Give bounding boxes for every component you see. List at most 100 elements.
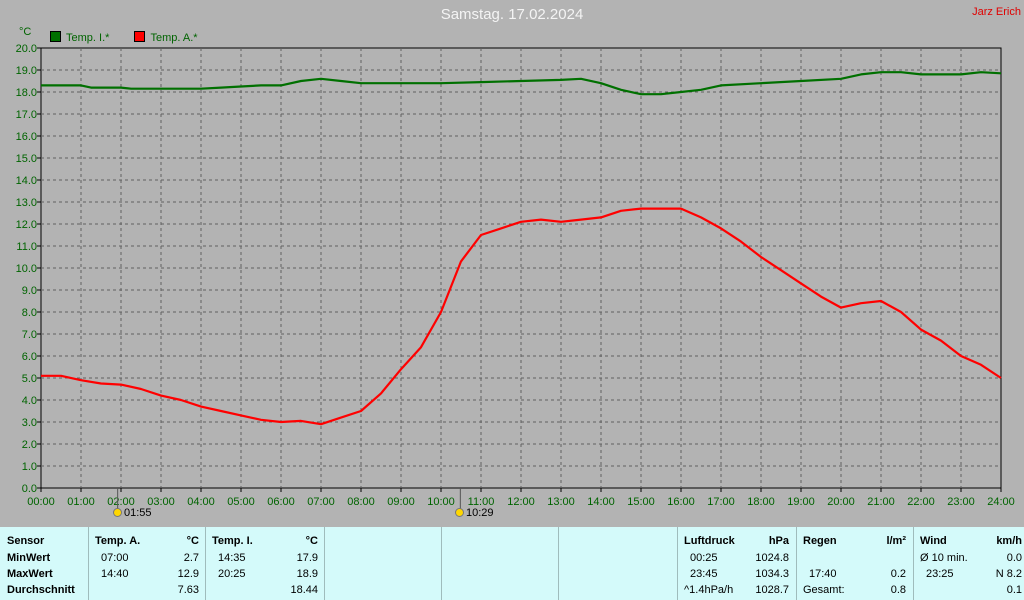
legend-item-outside: Temp. A.* — [134, 31, 198, 44]
sunrise-time: 01:55 — [124, 507, 152, 519]
wind-avg-label: Ø 10 min. — [920, 552, 968, 564]
pressure-column: Luftdruck hPa 00:25 1024.8 23:45 1034.3 … — [678, 527, 797, 600]
temp-i-header: Temp. I. — [212, 535, 253, 547]
temp-i-average: 18.44 — [290, 584, 318, 596]
pressure-trend: ^1.4hPa/h — [684, 584, 734, 596]
temp-a-min-value: 2.7 — [183, 552, 199, 564]
y-tick-label: 19.0 — [16, 65, 37, 77]
sunset-icon — [455, 508, 464, 517]
legend-label-outside: Temp. A.* — [150, 32, 198, 44]
pressure-min-time: 00:25 — [690, 552, 718, 564]
x-tick-label: 01:00 — [67, 496, 95, 508]
empty-column-1 — [325, 527, 442, 600]
x-axis-ticks: 00:00 01:00 02:00 03:00 04:00 05:00 06:00 07:00… — [27, 488, 1015, 508]
wind-column: Wind km/h Ø 10 min. 0.0 23:25 N 8.2 0.1 — [914, 527, 1024, 600]
chart-title: Samstag. 17.02.2024 — [440, 6, 584, 23]
temp-a-min-time: 07:00 — [101, 552, 129, 564]
author-label: Jarz Erich — [972, 6, 1021, 18]
y-unit-label: °C — [19, 26, 32, 38]
rain-column: Regen l/m² 17:40 0.2 Gesamt: 0.8 — [797, 527, 914, 600]
series-line-temp-outside — [41, 207, 1002, 426]
wind-avg-value: 0.0 — [1006, 552, 1022, 564]
sun-marker-lines — [117, 488, 461, 510]
rain-value: 0.2 — [890, 568, 906, 580]
temperature-chart: 0.0 1.0 2.0 3.0 4.0 5.0 6.0 7.0 8.0 9.0 10.0 11.0 12… — [16, 43, 1015, 510]
wind-unit: km/h — [996, 535, 1022, 547]
x-tick-label: 03:00 — [147, 496, 175, 508]
x-tick-label: 09:00 — [387, 496, 415, 508]
temp-i-max-value: 18.9 — [296, 568, 318, 580]
x-tick-label: 24:00 — [987, 496, 1015, 508]
temp-i-min-time: 14:35 — [218, 552, 246, 564]
x-tick-label: 06:00 — [267, 496, 295, 508]
x-tick-label: 05:00 — [227, 496, 255, 508]
y-tick-label: 6.0 — [22, 351, 37, 363]
empty-column-3 — [559, 527, 678, 600]
x-tick-label: 04:00 — [187, 496, 215, 508]
temp-i-column: Temp. I. °C 14:35 17.9 20:25 18.9 18.44 — [206, 527, 325, 600]
wind-header: Wind — [920, 535, 947, 547]
legend: Temp. I.* Temp. A.* — [50, 31, 220, 44]
y-tick-label: 7.0 — [22, 329, 37, 341]
sunset-time: 10:29 — [466, 507, 494, 519]
wind-last-value: 0.1 — [1006, 584, 1022, 596]
row-label-max: MaxWert — [7, 568, 53, 580]
series-line-temp-inside — [41, 71, 1002, 96]
y-tick-label: 9.0 — [22, 285, 37, 297]
pressure-header: Luftdruck — [684, 535, 735, 547]
x-tick-label: 15:00 — [627, 496, 655, 508]
pressure-max-value: 1034.3 — [755, 568, 789, 580]
x-tick-label: 11:00 — [468, 496, 495, 508]
x-tick-label: 10:00 — [427, 496, 455, 508]
temp-a-unit: °C — [186, 535, 199, 547]
x-tick-label: 23:00 — [947, 496, 975, 508]
x-tick-label: 08:00 — [347, 496, 375, 508]
y-tick-label: 8.0 — [22, 307, 37, 319]
y-tick-label: 0.0 — [22, 483, 37, 495]
statistics-table: Sensor MinWert MaxWert Durchschnitt Temp… — [0, 527, 1024, 600]
y-tick-label: 1.0 — [22, 461, 37, 473]
rain-header: Regen — [803, 535, 837, 547]
legend-label-inside: Temp. I.* — [66, 32, 110, 44]
rain-time: 17:40 — [809, 568, 837, 580]
temp-i-unit: °C — [305, 535, 318, 547]
x-tick-label: 13:00 — [547, 496, 575, 508]
x-tick-label: 14:00 — [587, 496, 615, 508]
y-tick-label: 11.0 — [16, 241, 37, 253]
pressure-min-value: 1024.8 — [755, 552, 789, 564]
y-tick-label: 18.0 — [16, 87, 37, 99]
pressure-current: 1028.7 — [755, 584, 789, 596]
x-tick-label: 02:00 — [107, 496, 135, 508]
temp-i-min-value: 17.9 — [296, 552, 318, 564]
x-tick-label: 00:00 — [27, 496, 55, 508]
y-tick-label: 20.0 — [16, 43, 37, 55]
rain-unit: l/m² — [886, 535, 906, 547]
x-tick-label: 16:00 — [667, 496, 695, 508]
y-tick-label: 10.0 — [16, 263, 37, 275]
empty-column-2 — [442, 527, 559, 600]
x-tick-label: 20:00 — [827, 496, 855, 508]
sunrise-icon — [113, 508, 122, 517]
x-tick-label: 22:00 — [907, 496, 935, 508]
temp-i-max-time: 20:25 — [218, 568, 246, 580]
x-tick-label: 21:00 — [867, 496, 895, 508]
x-tick-label: 19:00 — [787, 496, 815, 508]
y-tick-label: 13.0 — [16, 197, 37, 209]
temp-a-max-time: 14:40 — [101, 568, 129, 580]
y-tick-label: 14.0 — [16, 175, 37, 187]
legend-swatch-outside — [134, 31, 146, 42]
pressure-unit: hPa — [768, 535, 789, 547]
grid-lines — [41, 48, 1001, 488]
rain-total: 0.8 — [890, 584, 906, 596]
sunset-marker: 10:29 — [455, 507, 494, 519]
legend-swatch-inside — [50, 31, 61, 42]
pressure-max-time: 23:45 — [690, 568, 718, 580]
wind-max-time: 23:25 — [926, 568, 954, 580]
row-label-min: MinWert — [7, 552, 51, 564]
y-tick-label: 17.0 — [16, 109, 37, 121]
wind-max-value: N 8.2 — [995, 568, 1022, 580]
y-tick-label: 16.0 — [16, 131, 37, 143]
y-tick-label: 3.0 — [22, 417, 37, 429]
y-tick-label: 2.0 — [22, 439, 37, 451]
rain-total-label: Gesamt: — [803, 584, 845, 596]
